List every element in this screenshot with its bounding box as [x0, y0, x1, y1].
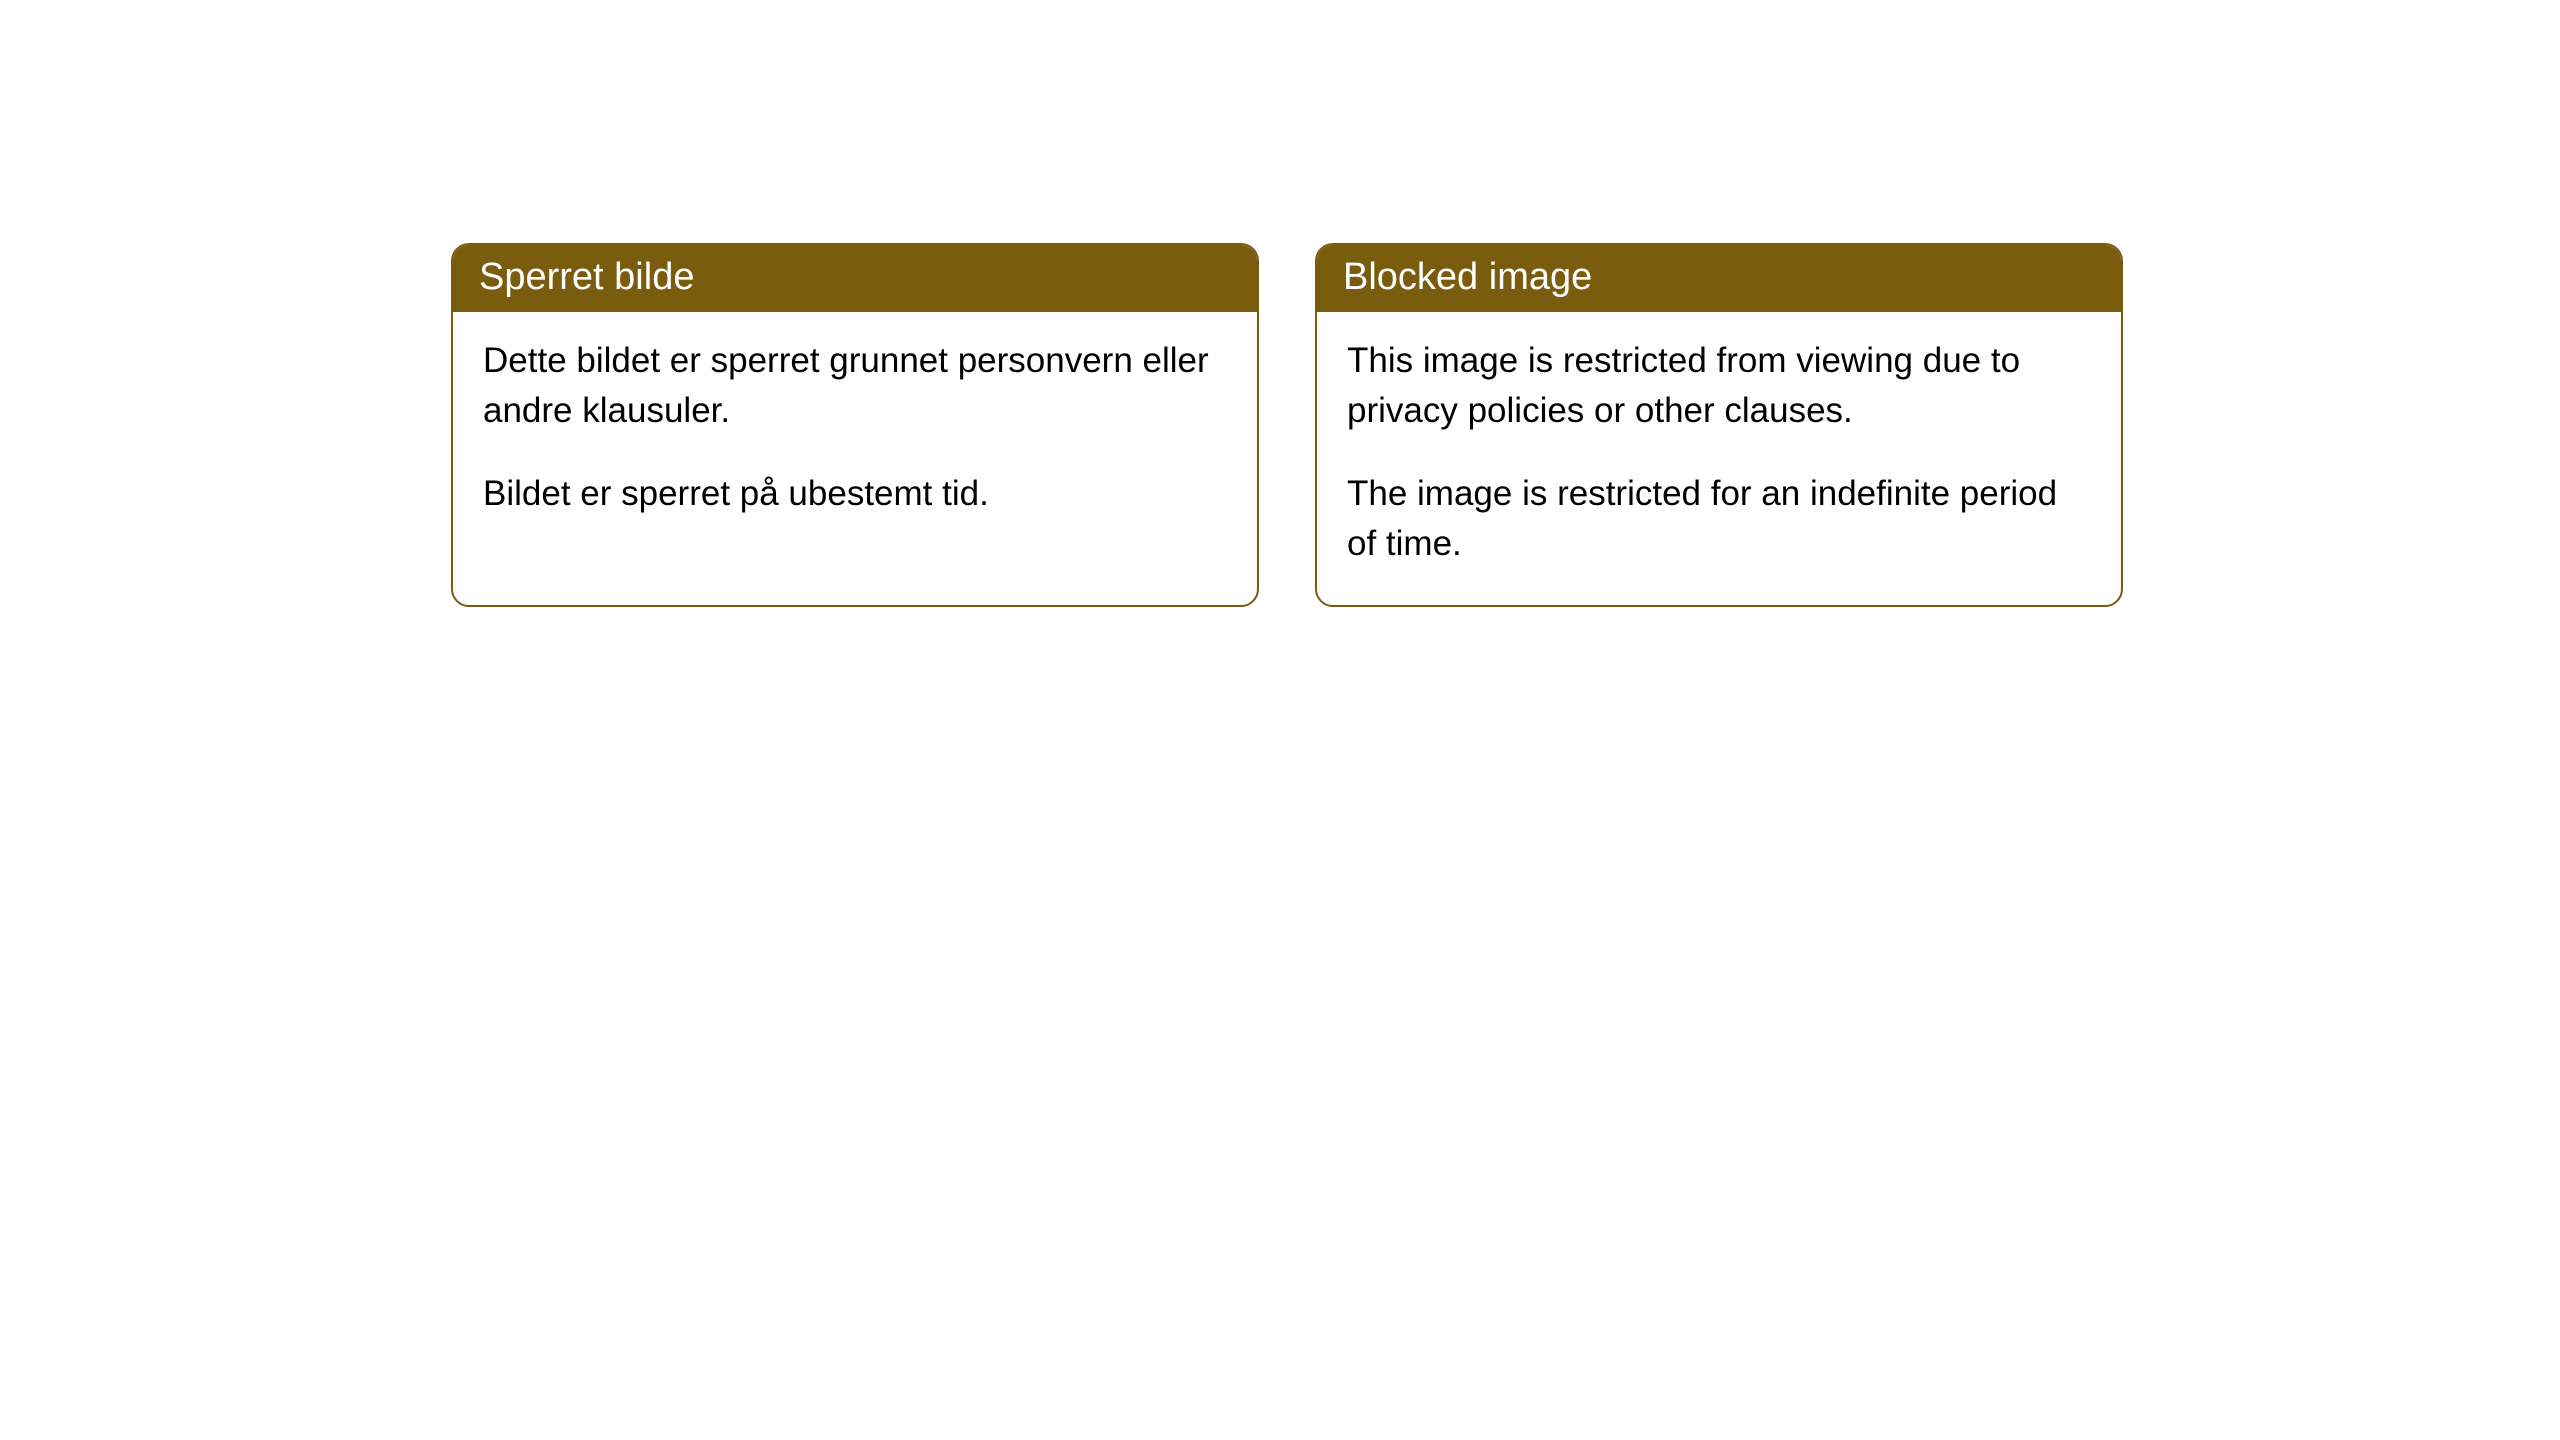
notice-title: Blocked image	[1343, 256, 1592, 298]
notice-card-norwegian: Sperret bilde Dette bildet er sperret gr…	[451, 243, 1259, 607]
notice-text: This image is restricted from viewing du…	[1347, 336, 2091, 435]
notice-container: Sperret bilde Dette bildet er sperret gr…	[0, 0, 2560, 607]
notice-body-english: This image is restricted from viewing du…	[1317, 312, 2121, 605]
notice-title: Sperret bilde	[479, 256, 694, 298]
notice-card-english: Blocked image This image is restricted f…	[1315, 243, 2123, 607]
notice-header-english: Blocked image	[1317, 245, 2121, 312]
notice-text: The image is restricted for an indefinit…	[1347, 469, 2091, 568]
notice-text: Dette bildet er sperret grunnet personve…	[483, 336, 1227, 435]
notice-header-norwegian: Sperret bilde	[453, 245, 1257, 312]
notice-text: Bildet er sperret på ubestemt tid.	[483, 469, 1227, 519]
notice-body-norwegian: Dette bildet er sperret grunnet personve…	[453, 312, 1257, 555]
